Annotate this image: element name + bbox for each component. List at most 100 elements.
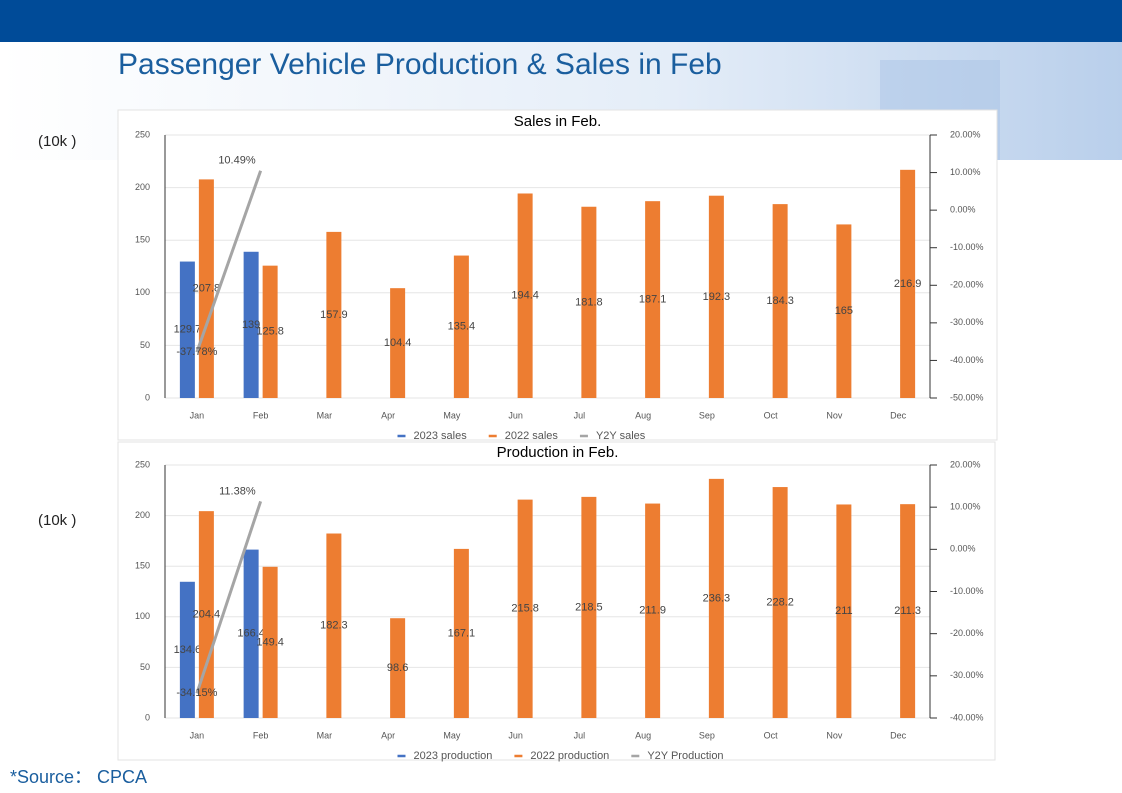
y-tick-label: 0 xyxy=(145,712,150,722)
data-label: 216.9 xyxy=(894,278,922,290)
y-tick-label: 200 xyxy=(135,182,150,192)
x-tick-label: Dec xyxy=(890,410,907,420)
data-label: 211 xyxy=(835,605,853,617)
chart-title: Production in Feb. xyxy=(497,444,619,461)
y-unit: (10k ) xyxy=(38,512,77,529)
bar xyxy=(262,265,278,398)
x-tick-label: Oct xyxy=(764,410,779,420)
bar xyxy=(179,581,195,718)
y-tick-label: 250 xyxy=(135,129,150,139)
data-label: 184.3 xyxy=(766,295,794,307)
bar xyxy=(708,195,724,398)
x-tick-label: Jan xyxy=(190,410,205,420)
bar xyxy=(900,504,916,718)
x-tick-label: Jan xyxy=(190,730,205,740)
y2-tick-label: -40.00% xyxy=(950,355,984,365)
x-tick-label: May xyxy=(443,730,461,740)
legend-label: 2023 production xyxy=(414,750,493,762)
x-tick-label: Jun xyxy=(508,730,523,740)
data-label: -37.78% xyxy=(176,346,217,358)
data-label: 192.3 xyxy=(703,291,731,303)
y-tick-label: 150 xyxy=(135,235,150,245)
data-label: 10.49% xyxy=(218,155,256,167)
bar xyxy=(517,193,533,398)
x-tick-label: Jul xyxy=(574,410,586,420)
data-label: 134.6 xyxy=(174,644,202,656)
y-tick-label: 50 xyxy=(140,340,150,350)
bar xyxy=(390,618,406,718)
bar xyxy=(243,251,259,398)
x-tick-label: Sep xyxy=(699,410,715,420)
bar xyxy=(645,201,661,398)
data-label: 129.7 xyxy=(174,324,202,336)
x-tick-label: Jun xyxy=(508,410,523,420)
y2-tick-label: -20.00% xyxy=(950,280,984,290)
y-tick-label: 150 xyxy=(135,561,150,571)
x-tick-label: Mar xyxy=(317,410,333,420)
x-tick-label: Nov xyxy=(826,410,843,420)
legend-label: 2022 production xyxy=(530,750,609,762)
y2-tick-label: -10.00% xyxy=(950,242,984,252)
y2-tick-label: 20.00% xyxy=(950,129,981,139)
y2-tick-label: 0.00% xyxy=(950,205,976,215)
data-label: 157.9 xyxy=(320,309,348,321)
x-tick-label: Apr xyxy=(381,410,395,420)
x-tick-label: Oct xyxy=(764,730,779,740)
x-tick-label: Feb xyxy=(253,730,269,740)
legend-label: 2022 sales xyxy=(505,430,559,442)
y-tick-label: 100 xyxy=(135,287,150,297)
bar xyxy=(262,566,278,718)
slide-title: Passenger Vehicle Production & Sales in … xyxy=(118,48,722,81)
bar xyxy=(198,179,214,398)
data-label: 194.4 xyxy=(511,290,539,302)
legend-label: 2023 sales xyxy=(414,430,468,442)
data-label: 211.9 xyxy=(639,605,666,617)
y2-tick-label: -20.00% xyxy=(950,628,984,638)
x-tick-label: Mar xyxy=(317,730,333,740)
data-label: 166.4 xyxy=(237,628,265,640)
bar xyxy=(645,503,661,718)
y-tick-label: 0 xyxy=(145,392,150,402)
bar xyxy=(326,533,342,718)
y-tick-label: 200 xyxy=(135,510,150,520)
data-label: 165 xyxy=(835,305,853,317)
bar xyxy=(900,169,916,398)
y2-tick-label: -30.00% xyxy=(950,670,984,680)
data-label: 204.4 xyxy=(193,608,221,620)
y2-tick-label: -50.00% xyxy=(950,392,984,402)
y2-tick-label: -40.00% xyxy=(950,712,984,722)
x-tick-label: Nov xyxy=(826,730,843,740)
x-tick-label: May xyxy=(443,410,461,420)
bar xyxy=(517,499,533,718)
line-series xyxy=(195,170,263,353)
header-bar xyxy=(0,0,1122,42)
data-label: 11.38% xyxy=(219,485,256,497)
x-tick-label: Jul xyxy=(574,730,586,740)
data-label: 149.4 xyxy=(256,636,284,648)
bar xyxy=(581,206,597,398)
source-note: *Source： CPCA xyxy=(10,767,147,787)
y-tick-label: 50 xyxy=(140,662,150,672)
x-tick-label: Sep xyxy=(699,730,715,740)
bar xyxy=(326,231,342,398)
bar xyxy=(836,224,852,398)
bar xyxy=(772,487,788,718)
data-label: 167.1 xyxy=(448,627,476,639)
data-label: 236.3 xyxy=(703,592,731,604)
bar xyxy=(179,261,195,398)
x-tick-label: Apr xyxy=(381,730,395,740)
bar xyxy=(390,288,406,398)
y2-tick-label: 20.00% xyxy=(950,459,981,469)
y-unit: (10k ) xyxy=(38,133,77,150)
bar xyxy=(453,255,469,398)
bar xyxy=(453,548,469,718)
data-label: 104.4 xyxy=(384,337,412,349)
bar xyxy=(198,511,214,718)
y2-tick-label: -30.00% xyxy=(950,317,984,327)
bar xyxy=(836,504,852,718)
data-label: 207.8 xyxy=(193,283,221,295)
y2-tick-label: 10.00% xyxy=(950,502,981,512)
bar xyxy=(708,478,724,718)
